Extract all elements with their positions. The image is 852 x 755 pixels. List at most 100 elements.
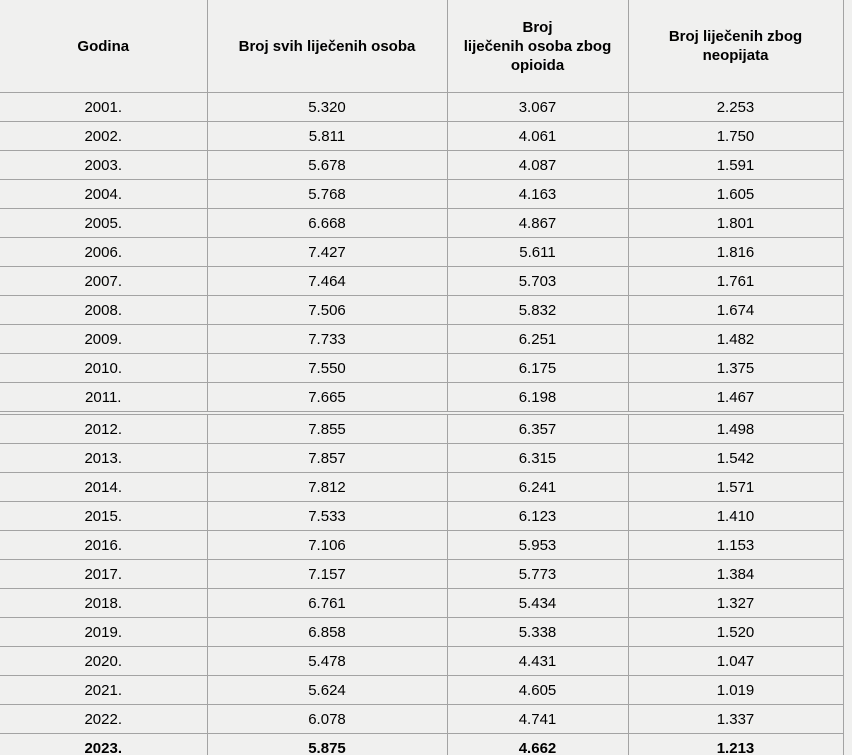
opioid-treated-cell: 6.241 — [446, 472, 629, 502]
table-row: 2008. 7.506 5.832 1.674 — [0, 295, 844, 325]
non-opiate-treated-cell: 1.153 — [627, 530, 844, 560]
table-row: 2023. 5.875 4.662 1.213 — [0, 733, 844, 755]
non-opiate-treated-cell: 1.482 — [627, 324, 844, 354]
all-treated-cell: 7.533 — [206, 501, 448, 531]
table-row: 2005. 6.668 4.867 1.801 — [0, 208, 844, 238]
non-opiate-treated-cell: 1.750 — [627, 121, 844, 151]
non-opiate-treated-cell: 1.213 — [627, 733, 844, 755]
year-cell: 2017. — [0, 559, 208, 589]
table-row: 2003. 5.678 4.087 1.591 — [0, 150, 844, 180]
all-treated-cell: 5.624 — [206, 675, 448, 705]
table-row: 2015. 7.533 6.123 1.410 — [0, 501, 844, 531]
header-row: Godina Broj svih liječenih osoba Broj li… — [0, 0, 844, 93]
all-treated-cell: 7.733 — [206, 324, 448, 354]
all-treated-cell: 5.768 — [206, 179, 448, 209]
all-treated-cell: 7.464 — [206, 266, 448, 296]
table-row: 2009. 7.733 6.251 1.482 — [0, 324, 844, 354]
table-row: 2014. 7.812 6.241 1.571 — [0, 472, 844, 502]
opioid-treated-cell: 4.163 — [446, 179, 629, 209]
col-header-opioid-treated: Broj liječenih osoba zbog opioida — [446, 0, 629, 93]
non-opiate-treated-cell: 1.384 — [627, 559, 844, 589]
non-opiate-treated-cell: 1.761 — [627, 266, 844, 296]
all-treated-cell: 6.668 — [206, 208, 448, 238]
opioid-treated-cell: 4.662 — [446, 733, 629, 755]
table-row: 2020. 5.478 4.431 1.047 — [0, 646, 844, 676]
table-row: 2007. 7.464 5.703 1.761 — [0, 266, 844, 296]
opioid-treated-cell: 6.357 — [446, 411, 629, 444]
table-row: 2012. 7.855 6.357 1.498 — [0, 411, 844, 444]
year-cell: 2005. — [0, 208, 208, 238]
non-opiate-treated-cell: 1.816 — [627, 237, 844, 267]
year-cell: 2022. — [0, 704, 208, 734]
non-opiate-treated-cell: 1.498 — [627, 411, 844, 444]
col-header-all-treated: Broj svih liječenih osoba — [206, 0, 448, 93]
opioid-treated-cell: 5.773 — [446, 559, 629, 589]
opioid-treated-cell: 6.175 — [446, 353, 629, 383]
all-treated-cell: 7.506 — [206, 295, 448, 325]
non-opiate-treated-cell: 1.019 — [627, 675, 844, 705]
all-treated-cell: 5.478 — [206, 646, 448, 676]
year-cell: 2003. — [0, 150, 208, 180]
opioid-treated-cell: 4.605 — [446, 675, 629, 705]
table-row: 2004. 5.768 4.163 1.605 — [0, 179, 844, 209]
year-cell: 2004. — [0, 179, 208, 209]
all-treated-cell: 5.678 — [206, 150, 448, 180]
all-treated-cell: 7.157 — [206, 559, 448, 589]
opioid-treated-cell: 5.953 — [446, 530, 629, 560]
year-cell: 2006. — [0, 237, 208, 267]
year-cell: 2020. — [0, 646, 208, 676]
col-header-year: Godina — [0, 0, 208, 93]
year-cell: 2016. — [0, 530, 208, 560]
non-opiate-treated-cell: 1.410 — [627, 501, 844, 531]
table-row: 2018. 6.761 5.434 1.327 — [0, 588, 844, 618]
year-cell: 2015. — [0, 501, 208, 531]
year-cell: 2010. — [0, 353, 208, 383]
year-cell: 2023. — [0, 733, 208, 755]
all-treated-cell: 5.875 — [206, 733, 448, 755]
non-opiate-treated-cell: 1.801 — [627, 208, 844, 238]
table-row: 2010. 7.550 6.175 1.375 — [0, 353, 844, 383]
all-treated-cell: 7.855 — [206, 411, 448, 444]
non-opiate-treated-cell: 1.605 — [627, 179, 844, 209]
all-treated-cell: 7.665 — [206, 382, 448, 414]
all-treated-cell: 7.812 — [206, 472, 448, 502]
opioid-treated-cell: 6.251 — [446, 324, 629, 354]
opioid-treated-cell: 5.338 — [446, 617, 629, 647]
non-opiate-treated-cell: 1.591 — [627, 150, 844, 180]
table-row: 2019. 6.858 5.338 1.520 — [0, 617, 844, 647]
table-body: 2001. 5.320 3.067 2.253 2002. 5.811 4.06… — [0, 92, 844, 755]
opioid-treated-cell: 4.087 — [446, 150, 629, 180]
table-header: Godina Broj svih liječenih osoba Broj li… — [0, 0, 844, 93]
opioid-treated-cell: 6.315 — [446, 443, 629, 473]
all-treated-cell: 7.427 — [206, 237, 448, 267]
year-cell: 2007. — [0, 266, 208, 296]
opioid-treated-cell: 5.832 — [446, 295, 629, 325]
opioid-treated-cell: 5.434 — [446, 588, 629, 618]
non-opiate-treated-cell: 1.542 — [627, 443, 844, 473]
all-treated-cell: 5.811 — [206, 121, 448, 151]
non-opiate-treated-cell: 1.674 — [627, 295, 844, 325]
year-cell: 2001. — [0, 92, 208, 122]
table-row: 2011. 7.665 6.198 1.467 — [0, 382, 844, 414]
opioid-treated-cell: 5.703 — [446, 266, 629, 296]
year-cell: 2013. — [0, 443, 208, 473]
all-treated-cell: 6.761 — [206, 588, 448, 618]
opioid-treated-cell: 5.611 — [446, 237, 629, 267]
opioid-treated-cell: 4.061 — [446, 121, 629, 151]
year-cell: 2018. — [0, 588, 208, 618]
non-opiate-treated-cell: 1.337 — [627, 704, 844, 734]
all-treated-cell: 5.320 — [206, 92, 448, 122]
non-opiate-treated-cell: 1.520 — [627, 617, 844, 647]
opioid-treated-cell: 6.198 — [446, 382, 629, 414]
col-header-non-opiate-treated: Broj liječenih zbog neopijata — [627, 0, 844, 93]
table-row: 2001. 5.320 3.067 2.253 — [0, 92, 844, 122]
year-cell: 2021. — [0, 675, 208, 705]
table-row: 2006. 7.427 5.611 1.816 — [0, 237, 844, 267]
opioid-treated-cell: 4.867 — [446, 208, 629, 238]
all-treated-cell: 6.078 — [206, 704, 448, 734]
all-treated-cell: 7.857 — [206, 443, 448, 473]
all-treated-cell: 7.106 — [206, 530, 448, 560]
non-opiate-treated-cell: 1.467 — [627, 382, 844, 414]
